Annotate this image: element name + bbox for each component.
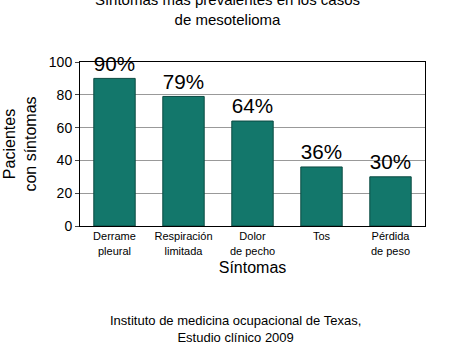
- svg-text:64%: 64%: [232, 94, 273, 117]
- svg-text:Derramepleural: Derramepleural: [93, 230, 136, 256]
- svg-text:Respiraciónlimitada: Respiraciónlimitada: [154, 230, 212, 256]
- svg-text:Síntomas más prevalentes en lo: Síntomas más prevalentes en los casosde …: [95, 0, 360, 28]
- svg-text:Pacientescon síntomas: Pacientescon síntomas: [1, 96, 39, 191]
- svg-text:79%: 79%: [163, 70, 204, 93]
- svg-text:60: 60: [57, 120, 73, 136]
- svg-text:36%: 36%: [301, 140, 342, 163]
- svg-text:80: 80: [57, 87, 73, 103]
- svg-text:Pérdidade peso: Pérdidade peso: [371, 230, 410, 256]
- svg-text:40: 40: [57, 152, 73, 168]
- svg-text:20: 20: [57, 185, 73, 201]
- svg-text:Tos: Tos: [313, 230, 331, 242]
- svg-text:Síntomas: Síntomas: [219, 259, 287, 276]
- svg-text:0: 0: [64, 218, 72, 234]
- svg-text:Instituto de medicina ocupacio: Instituto de medicina ocupacional de Tex…: [110, 313, 361, 345]
- svg-text:30%: 30%: [370, 150, 411, 173]
- svg-text:Dolorde pecho: Dolorde pecho: [230, 230, 275, 256]
- svg-text:90%: 90%: [94, 52, 135, 75]
- svg-text:100: 100: [49, 54, 73, 70]
